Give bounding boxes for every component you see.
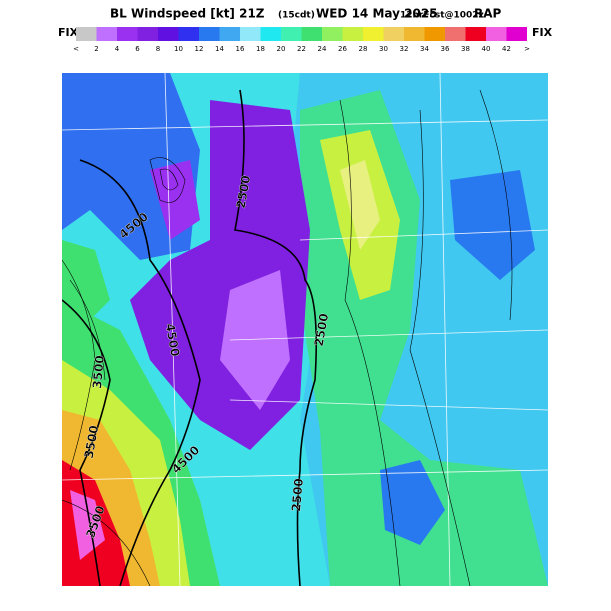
map [62,73,548,586]
colorbar-tick-label: 36 [441,45,450,53]
colorbar-tick-label: 42 [502,45,511,53]
forecast: 12hrFcst@1002z [400,11,484,21]
title: BL Windspeed [kt] 21Z [110,7,265,21]
color-swatch [322,27,343,41]
colorbar-tick-label: 28 [359,45,368,53]
color-swatch [137,27,158,41]
color-swatch [506,27,527,41]
model: RAP [474,7,502,21]
colorbar-tick-label: < [73,45,79,53]
color-swatch [76,27,97,41]
contour-label: 4500 [163,322,183,357]
color-swatch [486,27,507,41]
color-swatch [383,27,404,41]
color-swatch [158,27,179,41]
colorbar-tick-label: 12 [195,45,204,53]
title-local-time: (15cdt) [278,11,315,21]
colorbar-tick-label: 8 [156,45,160,53]
color-swatch [199,27,220,41]
colorbar-tick-label: 20 [277,45,286,53]
contour-label: 2500 [234,174,254,209]
color-swatch [404,27,425,41]
colorbar-tick-label: 30 [379,45,388,53]
color-swatch [424,27,445,41]
title-date: WED 14 May 2025 [316,7,438,21]
color-swatch [301,27,322,41]
color-swatch [363,27,384,41]
legend-right-label: FIX [532,26,553,39]
color-swatch [445,27,466,41]
color-swatch [342,27,363,41]
color-swatch [260,27,281,41]
colorbar: <2 4 6 8 10 12 14 16 18 20 22 24 26 28 30 32 34 36 38 40 42 > [73,27,530,53]
color-swatch [178,27,199,41]
colorbar-tick-label: 38 [461,45,470,53]
colorbar-tick-label: 40 [482,45,491,53]
color-swatch [219,27,240,41]
colorbar-tick-label: 24 [318,45,327,53]
colorbar-tick-label: 14 [215,45,224,53]
colorbar-tick-label: 22 [297,45,306,53]
contour-label: 2500 [312,312,332,347]
legend-left-label: FIX [58,26,79,39]
colorbar-tick-label: 16 [236,45,245,53]
colorbar-tick-label: 4 [115,45,120,53]
colorbar-tick-label: 34 [420,45,429,53]
colorbar-tick-label: 32 [400,45,409,53]
contour-label: 3500 [90,355,107,389]
contour-label: 3500 [82,424,102,459]
color-swatch [281,27,302,41]
colorbar-tick-label: 2 [94,45,98,53]
colorbar-tick-label: > [524,45,530,53]
contour-label: 2500 [289,478,306,512]
color-swatch [96,27,117,41]
color-swatch [240,27,261,41]
color-swatch [117,27,138,41]
color-swatch [465,27,486,41]
colorbar-tick-label: 6 [135,45,140,53]
colorbar-tick-label: 18 [256,45,265,53]
colorbar-tick-label: 10 [174,45,183,53]
colorbar-tick-label: 26 [338,45,347,53]
